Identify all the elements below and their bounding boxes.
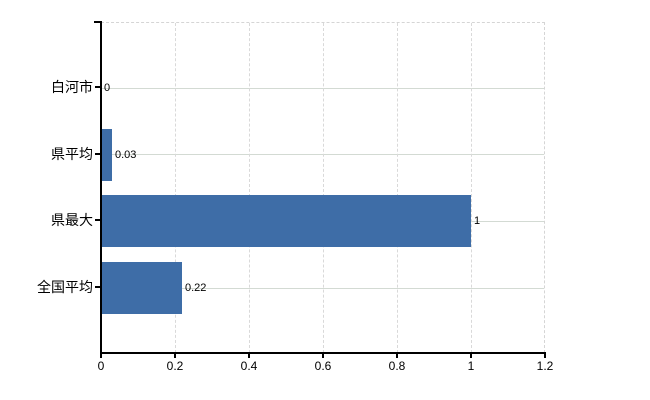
- x-tick-label: 0.2: [166, 359, 184, 373]
- y-axis: [100, 21, 102, 358]
- x-tick: [100, 353, 102, 358]
- v-gridline: [471, 23, 472, 353]
- x-tick: [544, 353, 546, 358]
- y-tick: [95, 219, 101, 221]
- category-label: 全国平均: [37, 279, 93, 295]
- x-tick-label: 0.8: [388, 359, 406, 373]
- category-label: 県最大: [51, 212, 93, 228]
- x-tick-label: 0: [97, 359, 105, 373]
- value-label: 0.22: [185, 282, 207, 294]
- category-label: 白河市: [51, 79, 93, 95]
- x-tick-label: 1: [467, 359, 475, 373]
- y-axis-top-tick: [94, 21, 101, 23]
- y-tick: [95, 286, 101, 288]
- x-tick: [470, 353, 472, 358]
- x-tick: [322, 353, 324, 358]
- bar: [101, 129, 112, 181]
- value-label: 0: [104, 82, 111, 94]
- y-tick: [95, 86, 101, 88]
- x-tick: [248, 353, 250, 358]
- bar: [101, 195, 471, 247]
- category-label: 県平均: [51, 146, 93, 162]
- h-gridline: [101, 87, 544, 89]
- x-tick-label: 1.2: [536, 359, 554, 373]
- h-gridline: [101, 287, 544, 289]
- y-tick: [95, 153, 101, 155]
- x-tick-label: 0.4: [240, 359, 258, 373]
- x-tick-label: 0.6: [314, 359, 332, 373]
- v-gridline: [249, 23, 250, 353]
- value-label: 1: [474, 215, 481, 227]
- x-tick: [174, 353, 176, 358]
- v-gridline: [397, 23, 398, 353]
- value-label: 0.03: [115, 149, 137, 161]
- plot-area: 0 0.03 1 0.22: [101, 22, 545, 353]
- v-gridline: [323, 23, 324, 353]
- v-gridline: [175, 23, 176, 353]
- bar: [101, 262, 182, 314]
- h-gridline: [101, 154, 544, 156]
- x-tick: [396, 353, 398, 358]
